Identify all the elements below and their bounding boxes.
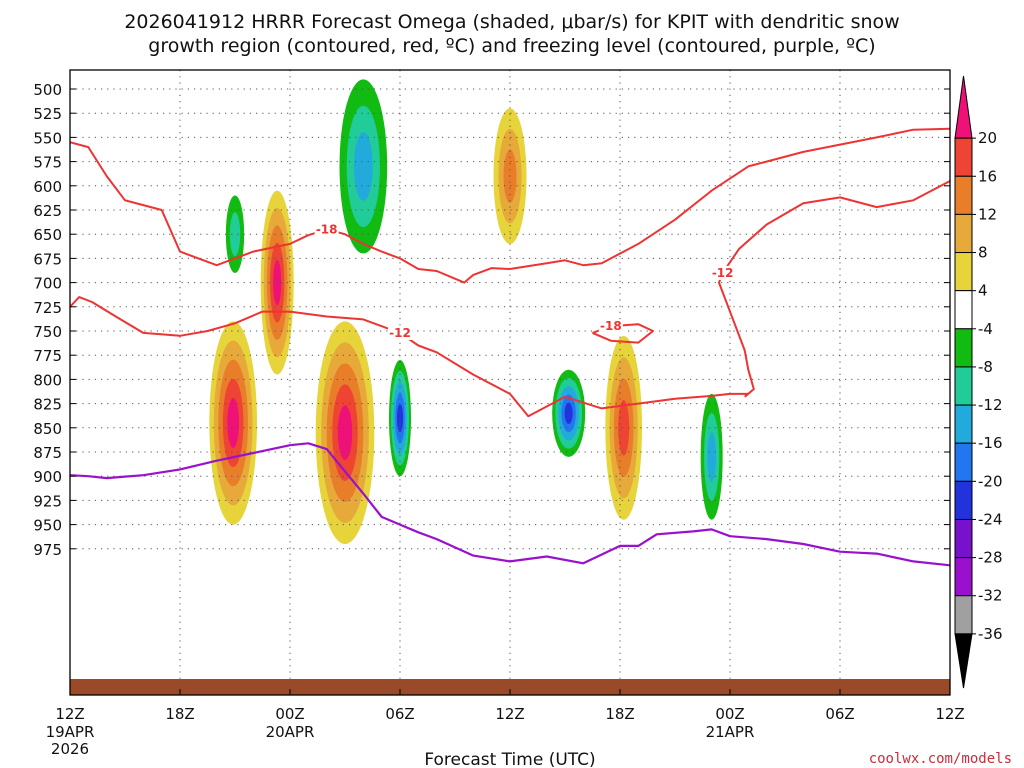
y-tick-label-975: 975 [33,541,62,559]
colorbar-swatch-7 [954,366,973,406]
omega-max-20z-level-20 [227,398,240,448]
y-tick-label-675: 675 [33,250,62,268]
colorbar-swatch-5 [954,290,973,330]
y-tick-label-950: 950 [33,517,62,535]
colorbar: 20 16 12 8 4 -4 -8 -12 -16 -20 -24 -28 -32 -36 [954,75,1003,689]
y-axis: 500 525 550 575 600 625 650 675 700 725 750 775 800 8… [33,81,950,559]
colorbar-swatch-6 [954,328,973,368]
colorbar-cap-top [954,75,973,139]
y-tick-label-875: 875 [33,444,62,462]
omega-min-03z-level--12 [353,132,373,201]
y-tick-label-900: 900 [33,468,62,486]
colorbar-label-5: -4 [978,320,993,338]
colorbar-label-4: 4 [978,282,988,300]
contour-label-3: -18 [600,319,622,333]
x-tick-label-42: 06Z [825,705,854,723]
x-tick-date-36: 21APR [706,723,755,741]
omega-max-18z [605,335,643,520]
y-tick-label-625: 625 [33,202,62,220]
colorbar-swatch-10 [954,480,973,520]
y-tick-label-925: 925 [33,492,62,510]
x-tick-date-12: 20APR [266,723,315,741]
contour-label-bg-0 [388,325,412,340]
colorbar-swatch-3 [954,213,973,254]
contour-label-1: -12 [712,266,734,280]
x-tick-label-30: 18Z [605,705,634,723]
colorbar-label-13: -36 [978,625,1003,643]
y-tick-label-500: 500 [33,81,62,99]
credit-text: coolwx.com/models [869,751,1012,767]
colorbar-swatch-8 [954,404,973,444]
x-tick-label-0: 12Z [55,705,84,723]
y-tick-label-725: 725 [33,299,62,317]
omega-min-22z [225,195,245,273]
y-tick-label-525: 525 [33,105,62,123]
y-tick-label-850: 850 [33,420,62,438]
omega-min-23z [700,393,723,520]
y-tick-label-775: 775 [33,347,62,365]
x-tick-label-48: 12Z [935,705,964,723]
colorbar-swatch-12 [954,557,973,597]
y-tick-label-825: 825 [33,396,62,414]
colorbar-label-1: 16 [978,167,997,185]
x-tick-label-6: 18Z [165,705,194,723]
colorbar-label-10: -24 [978,510,1003,528]
omega-min-15z [552,369,586,457]
contour-labels: -12 -12 -18 -18 [314,222,735,340]
omega-min-22z-level--8 [229,212,241,257]
colorbar-label-12: -32 [978,587,1003,605]
colorbar-swatch-13 [954,595,973,635]
colorbar-swatch-4 [954,252,973,292]
colorbar-label-8: -16 [978,434,1003,452]
colorbar-cap-bottom [954,633,973,689]
x-tick-label-36: 00Z [715,705,744,723]
colorbar-label-3: 8 [978,244,988,262]
omega-min-23z-level--12 [707,432,717,482]
chart-title-line2: growth region (contoured, red, ºC) and f… [148,35,875,57]
contour-label-2: -18 [316,222,338,236]
colorbar-swatch-1 [954,137,973,177]
y-tick-label-600: 600 [33,178,62,196]
omega-max-20z [209,321,257,525]
omega-min-03z [339,79,388,254]
colorbar-label-11: -28 [978,549,1003,567]
colorbar-label-0: 20 [978,129,997,147]
y-tick-label-575: 575 [33,154,62,172]
colorbar-swatch-11 [954,518,973,559]
contour-label-0: -12 [389,326,411,340]
contour-dgz-18c-lower [70,127,950,284]
omega-max-03z-level-20 [337,405,353,460]
y-tick-label-550: 550 [33,129,62,147]
plot-area: -12 -12 -18 -18 [69,69,951,696]
colorbar-swatch-2 [954,175,973,215]
contour-freezing-level-0c [70,442,950,567]
y-tick-label-800: 800 [33,371,62,389]
y-tick-label-750: 750 [33,323,62,341]
x-tick-label-24: 12Z [495,705,524,723]
contour-label-bg-3 [598,319,623,334]
contour-label-bg-2 [314,222,339,237]
x-axis-label: Forecast Time (UTC) [424,750,595,768]
omega-max-00z [260,190,294,375]
x-tick-label-12: 00Z [275,705,304,723]
contour-dgz-12c-upper [718,180,950,398]
chart-title-line1: 2026041912 HRRR Forecast Omega (shaded, … [124,11,899,33]
y-tick-label-650: 650 [33,226,62,244]
omega-max-00z-level-20 [273,260,282,306]
colorbar-label-7: -12 [978,396,1003,414]
x-tick-year-0: 2026 [51,740,89,758]
x-tick-label-18: 06Z [385,705,414,723]
x-tick-date-0: 19APR [46,723,95,741]
colorbar-label-9: -20 [978,472,1003,490]
omega-max-18z-level-16 [618,399,630,456]
colorbar-label-2: 12 [978,205,997,223]
colorbar-label-6: -8 [978,358,993,376]
colorbar-swatch-9 [954,442,973,482]
y-tick-label-700: 700 [33,275,62,293]
omega-min-15z-level--20 [564,402,573,424]
contour-label-bg-1 [710,265,735,280]
